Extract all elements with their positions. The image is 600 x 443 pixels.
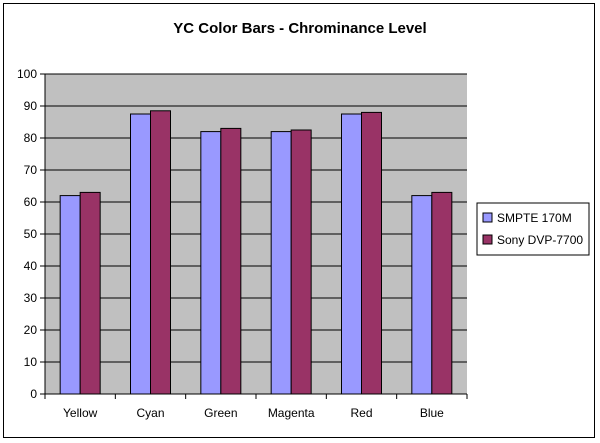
- y-tick-label: 10: [24, 355, 38, 369]
- y-tick-label: 50: [24, 227, 38, 241]
- legend-swatch: [482, 212, 493, 223]
- legend-label: SMPTE 170M: [497, 211, 572, 225]
- bar-series2-yellow: [79, 191, 101, 395]
- bar-series1-magenta: [270, 131, 292, 395]
- bar-series1-green: [200, 131, 222, 395]
- y-tick-label: 100: [17, 67, 37, 81]
- bar-series2-red: [361, 111, 382, 395]
- y-tick-label: 70: [24, 163, 38, 177]
- bar-series2-cyan: [150, 110, 171, 395]
- bar-series1-blue: [411, 195, 433, 395]
- y-tick-label: 0: [30, 387, 37, 401]
- bar-series1-yellow: [59, 195, 81, 395]
- chart-title: YC Color Bars - Chrominance Level: [173, 20, 426, 37]
- y-tick-label: 40: [24, 259, 38, 273]
- legend-label: Sony DVP-7700: [497, 233, 583, 247]
- bar-series1-red: [341, 113, 362, 395]
- y-tick-label: 90: [24, 99, 38, 113]
- x-tick-label: Red: [350, 406, 372, 420]
- x-tick-label: Green: [204, 406, 237, 420]
- y-tick-label: 30: [24, 291, 38, 305]
- x-tick-label: Cyan: [136, 406, 164, 420]
- bar-series2-green: [220, 127, 242, 395]
- bar-series2-blue: [431, 191, 453, 395]
- y-tick-label: 20: [24, 323, 38, 337]
- bar-series2-magenta: [290, 129, 312, 395]
- bar-series1-cyan: [130, 113, 151, 395]
- x-tick-label: Yellow: [63, 406, 98, 420]
- x-tick-label: Magenta: [268, 406, 315, 420]
- legend: SMPTE 170M Sony DVP-7700: [476, 202, 590, 256]
- x-tick-label: Blue: [420, 406, 444, 420]
- y-tick-label: 80: [24, 131, 38, 145]
- plot-area: Yellow Cyan Green Magenta Red Blue 0 10 20 30 40 50…: [17, 67, 468, 420]
- y-tick-label: 60: [24, 195, 38, 209]
- legend-box: [476, 202, 590, 256]
- legend-swatch: [482, 234, 493, 245]
